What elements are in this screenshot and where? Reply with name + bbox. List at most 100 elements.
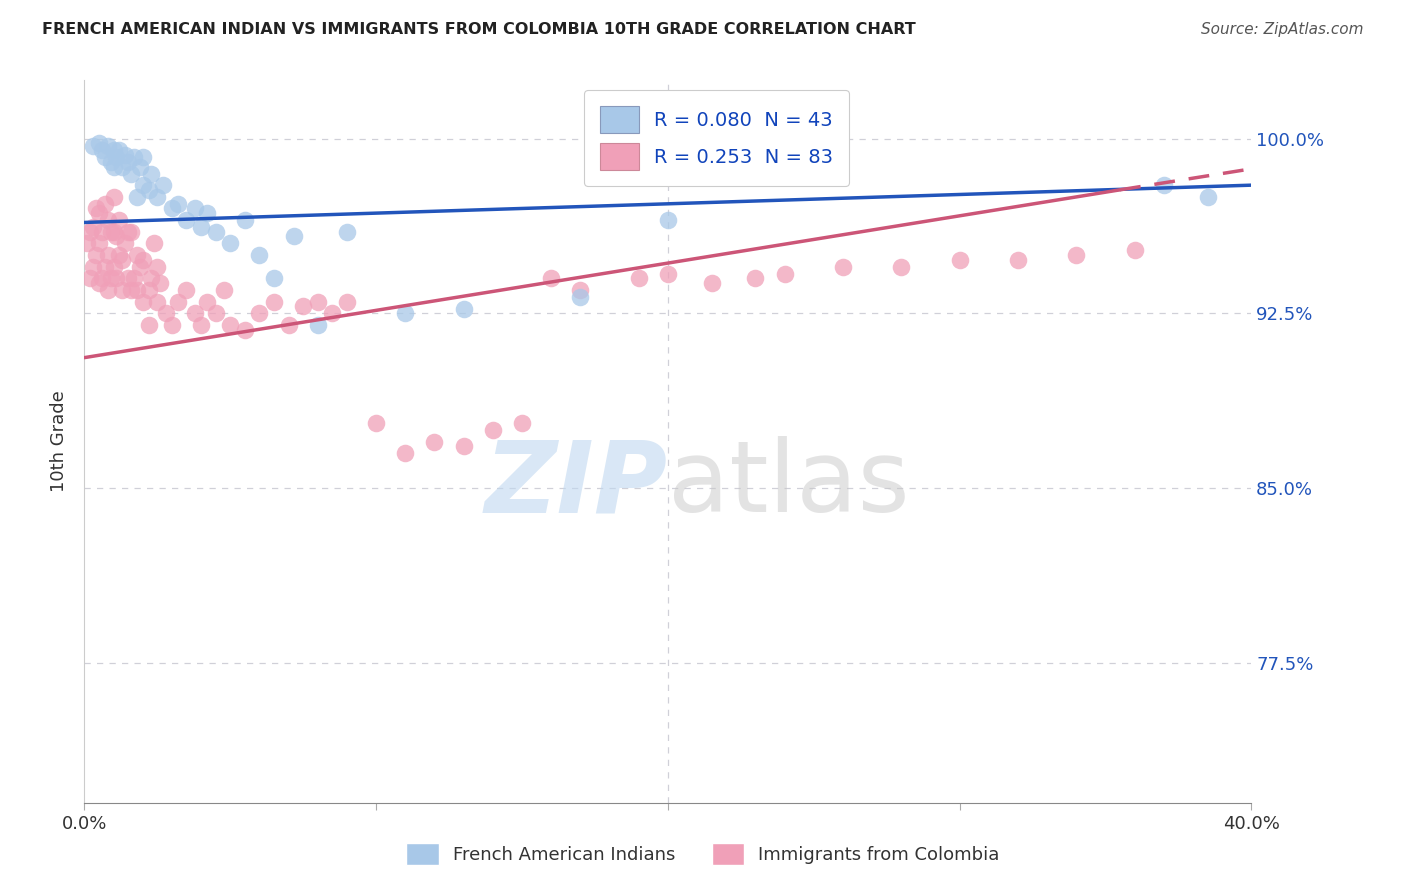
Point (482, 423, 505, 437)
Point (105, 271, 128, 285)
Point (103, 143, 125, 157)
Point (249, 248, 271, 262)
Point (90, 143, 112, 157)
Point (97, 213, 120, 227)
Point (1197, 190, 1219, 204)
Point (122, 271, 145, 285)
Point (94, 150, 117, 164)
Point (336, 294, 359, 309)
Text: FRENCH AMERICAN INDIAN VS IMMIGRANTS FROM COLOMBIA 10TH GRADE CORRELATION CHART: FRENCH AMERICAN INDIAN VS IMMIGRANTS FRO… (42, 22, 915, 37)
Point (292, 299, 315, 313)
Point (100, 225, 122, 239)
Point (138, 183, 160, 197)
Point (283, 229, 305, 244)
Point (366, 416, 388, 430)
Point (87, 206, 110, 220)
Point (146, 294, 169, 309)
Point (138, 318, 160, 332)
Point (453, 301, 475, 316)
Point (141, 167, 163, 181)
Point (233, 323, 256, 337)
Point (890, 260, 912, 274)
Legend: R = 0.080  N = 43, R = 0.253  N = 83: R = 0.080 N = 43, R = 0.253 N = 83 (585, 90, 849, 186)
Point (90, 271, 112, 285)
Point (117, 225, 139, 239)
Point (166, 196, 188, 211)
Point (569, 283, 592, 297)
Point (176, 283, 198, 297)
Point (82, 220, 104, 235)
Point (149, 276, 172, 290)
Point (82, 138, 104, 153)
Point (1066, 248, 1088, 262)
Point (510, 416, 533, 430)
Point (105, 229, 128, 244)
Point (219, 236, 242, 251)
Point (97, 138, 120, 153)
Text: ZIP: ZIP (485, 436, 668, 533)
Point (540, 271, 562, 285)
Point (97, 283, 120, 297)
Text: Source: ZipAtlas.com: Source: ZipAtlas.com (1201, 22, 1364, 37)
Point (627, 271, 650, 285)
Point (125, 248, 148, 262)
Point (949, 252, 972, 267)
Point (263, 271, 285, 285)
Point (122, 150, 145, 164)
Point (190, 220, 212, 235)
Point (132, 294, 155, 309)
Point (204, 225, 226, 239)
Point (117, 271, 139, 285)
Point (453, 439, 475, 453)
Point (321, 306, 343, 320)
Point (120, 283, 142, 297)
Point (105, 150, 128, 164)
Point (569, 290, 592, 304)
Point (423, 434, 446, 449)
Point (120, 225, 142, 239)
Point (82, 260, 104, 274)
Point (141, 271, 163, 285)
Point (111, 160, 134, 174)
Point (204, 306, 226, 320)
Point (87, 136, 110, 151)
Point (233, 213, 256, 227)
Point (219, 318, 242, 332)
Point (195, 206, 218, 220)
Point (249, 306, 271, 320)
Point (307, 294, 329, 309)
Point (103, 225, 125, 239)
Point (1153, 178, 1175, 193)
Point (146, 260, 169, 274)
Point (76, 236, 98, 251)
Point (103, 190, 125, 204)
Point (176, 213, 198, 227)
Legend: French American Indians, Immigrants from Colombia: French American Indians, Immigrants from… (396, 834, 1010, 874)
Point (100, 154, 122, 169)
Point (79, 225, 101, 239)
Point (114, 148, 136, 162)
Point (125, 190, 148, 204)
Point (1123, 244, 1146, 258)
Point (100, 271, 122, 285)
Point (700, 276, 723, 290)
Point (97, 248, 120, 262)
Point (184, 202, 207, 216)
Point (87, 236, 110, 251)
Point (166, 294, 188, 309)
Point (94, 260, 117, 274)
Point (184, 306, 207, 320)
Point (103, 160, 125, 174)
Point (744, 271, 766, 285)
Point (114, 236, 136, 251)
Point (128, 160, 150, 174)
Point (336, 225, 359, 239)
Point (108, 213, 131, 227)
Point (132, 150, 155, 164)
Point (657, 213, 679, 227)
Point (132, 252, 155, 267)
Point (143, 236, 166, 251)
Point (117, 154, 139, 169)
Point (103, 260, 125, 274)
Point (108, 143, 131, 157)
